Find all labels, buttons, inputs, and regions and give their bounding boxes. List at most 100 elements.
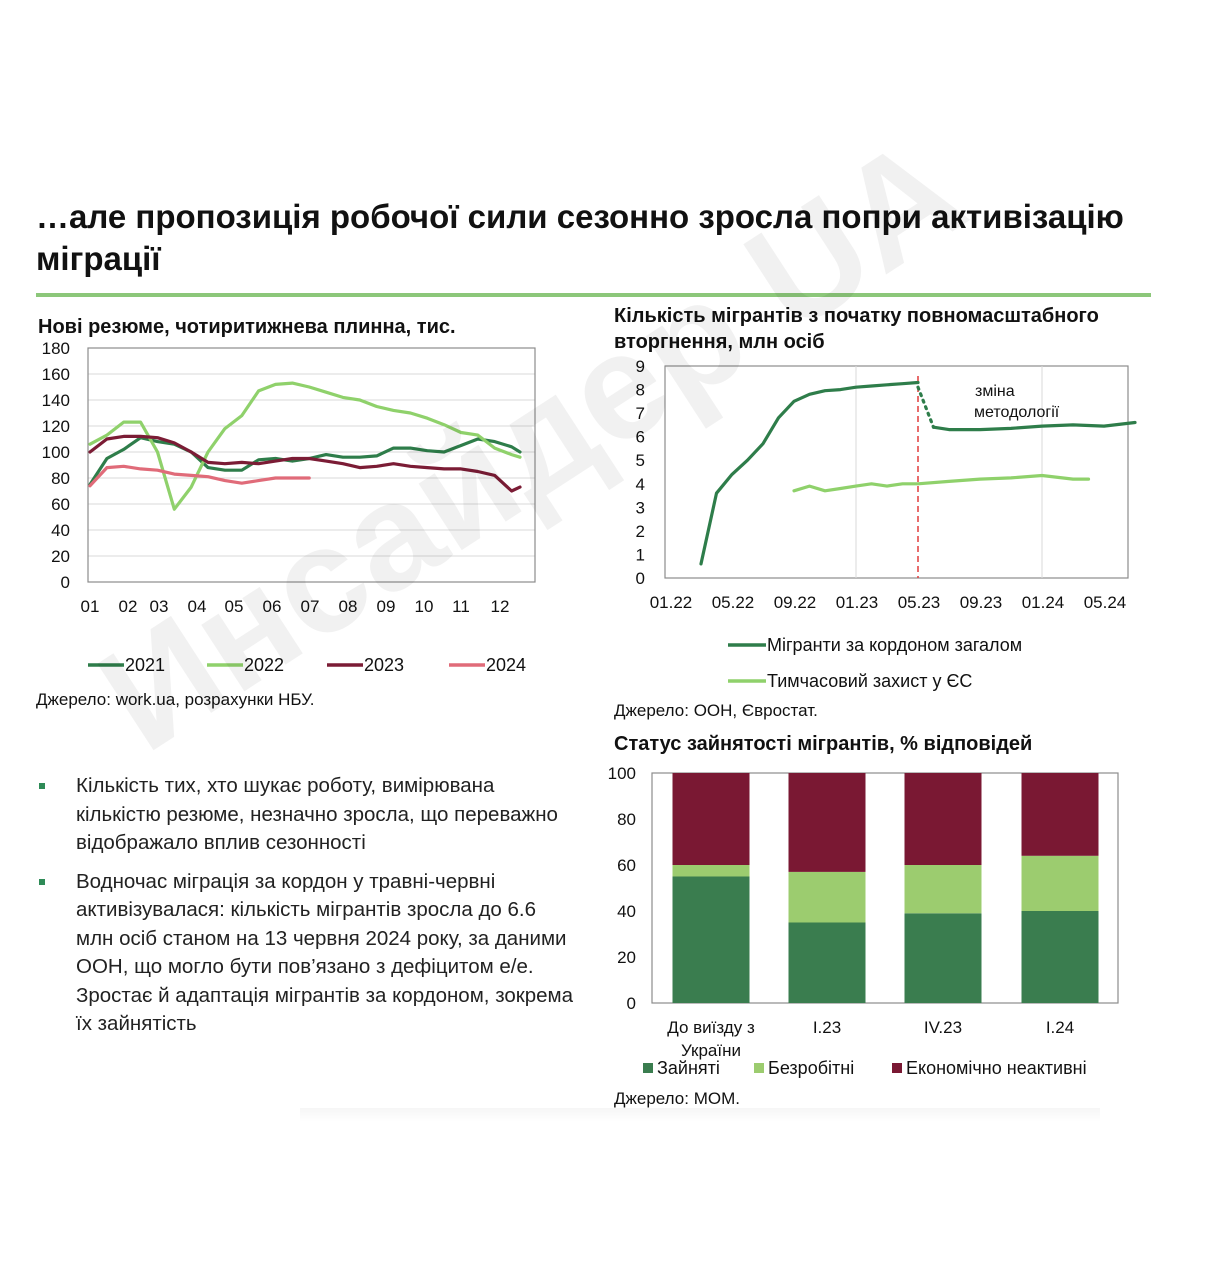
y-tick-label: 2 — [636, 522, 645, 541]
x-tick-label: I.24 — [1046, 1018, 1074, 1037]
legend-label-Безробітні: Безробітні — [768, 1058, 854, 1078]
y-tick-label: 100 — [42, 443, 70, 462]
y-tick-label: 60 — [51, 495, 70, 514]
bar-segment-Економічно неактивні — [1021, 773, 1099, 856]
x-tick-label: 07 — [301, 597, 320, 616]
resume-chart: 0 20 40 60 80 100 120 140 160 180 01 02 03 04 05 06 07 08… — [42, 339, 536, 675]
x-tick-label: IV.23 — [924, 1018, 962, 1037]
x-tick-label: I.23 — [813, 1018, 841, 1037]
y-tick-label: 9 — [636, 357, 645, 376]
x-tick-label: України — [681, 1041, 741, 1060]
bar-segment-Безробітні — [904, 865, 982, 914]
y-tick-label: 7 — [636, 404, 645, 423]
legend-swatch-Економічно неактивні — [892, 1063, 902, 1073]
y-tick-label: 40 — [617, 902, 636, 921]
x-tick-label: 05.24 — [1084, 593, 1127, 612]
legend-label-Зайняті: Зайняті — [657, 1058, 720, 1078]
legend-label-2021: 2021 — [125, 655, 165, 675]
employment-chart-title: Статус зайнятості мігрантів, % відповіде… — [614, 733, 1033, 755]
x-tick-label: 05 — [225, 597, 244, 616]
migrants-chart: 0 1 2 3 4 5 6 7 8 9 01.22 05.22 09.22 01.23 05.23 09.23… — [636, 357, 1137, 691]
x-tick-label: 05.22 — [712, 593, 755, 612]
bullet-list: Кількість тих, хто шукає роботу, вимірюв… — [38, 772, 578, 1049]
y-tick-label: 140 — [42, 391, 70, 410]
methodology-annotation: методології — [974, 404, 1060, 421]
bar-segment-Економічно неактивні — [904, 773, 982, 865]
series-line-total-migrants-new-method — [931, 420, 1137, 432]
bar-segment-Зайняті — [788, 922, 866, 1003]
legend-label-Економічно неактивні: Економічно неактивні — [906, 1058, 1087, 1078]
legend-swatch-Зайняті — [643, 1063, 653, 1073]
bar-segment-Безробітні — [672, 865, 750, 877]
x-tick-label: 09.23 — [960, 593, 1003, 612]
bar-segment-Зайняті — [904, 913, 982, 1003]
y-tick-label: 1 — [636, 545, 645, 564]
title-divider — [36, 293, 1151, 297]
y-tick-label: 8 — [636, 381, 645, 400]
bar-segment-Безробітні — [1021, 855, 1099, 911]
x-tick-label: 01.22 — [650, 593, 693, 612]
y-tick-label: 80 — [617, 810, 636, 829]
employment-chart-source: Джерело: МОМ. — [614, 1089, 740, 1108]
series-line-temporary-protection — [792, 473, 1091, 493]
x-tick-label: До виїзду з — [667, 1018, 755, 1037]
bullet-item: Кількість тих, хто шукає роботу, вимірюв… — [38, 772, 578, 858]
y-tick-label: 4 — [636, 475, 645, 494]
series-line-transition — [916, 385, 936, 429]
bar-segment-Безробітні — [788, 871, 866, 923]
bar-segment-Економічно неактивні — [672, 773, 750, 865]
migrants-chart-source: Джерело: ООН, Євростат. — [614, 701, 818, 720]
x-tick-label: 08 — [339, 597, 358, 616]
bar-segment-Економічно неактивні — [788, 773, 866, 872]
plot-frame — [664, 365, 1129, 579]
bar-segment-Зайняті — [1021, 911, 1099, 1003]
bullet-item: Водночас міграція за кордон у травні-чер… — [38, 868, 578, 1039]
x-tick-label: 10 — [415, 597, 434, 616]
y-tick-label: 20 — [51, 547, 70, 566]
y-tick-label: 60 — [617, 856, 636, 875]
bar-segment-Зайняті — [672, 876, 750, 1003]
x-tick-label: 05.23 — [898, 593, 941, 612]
y-tick-label: 40 — [51, 521, 70, 540]
y-tick-label: 20 — [617, 948, 636, 967]
x-tick-label: 09 — [377, 597, 396, 616]
plot-frame — [87, 347, 536, 583]
y-tick-label: 0 — [627, 994, 636, 1013]
series-line-2023 — [88, 434, 522, 493]
plot-frame — [651, 772, 1119, 1004]
x-tick-label: 09.22 — [774, 593, 817, 612]
series-line-2024 — [88, 464, 311, 488]
page-title: …але пропозиція робочої сили сезонно зро… — [36, 198, 1124, 277]
migrants-chart-title: Кількість мігрантів з початку повномасшт… — [614, 305, 1099, 353]
resume-chart-source: Джерело: work.ua, розрахунки НБУ. — [36, 690, 315, 709]
x-tick-label: 06 — [263, 597, 282, 616]
x-tick-label: 03 — [150, 597, 169, 616]
legend-label-2023: 2023 — [364, 655, 404, 675]
y-tick-label: 180 — [42, 339, 70, 358]
y-tick-label: 100 — [608, 764, 636, 783]
legend-label-2022: 2022 — [244, 655, 284, 675]
methodology-annotation: зміна — [975, 383, 1015, 400]
y-tick-label: 120 — [42, 417, 70, 436]
y-tick-label: 160 — [42, 365, 70, 384]
employment-chart: 0 20 40 60 80 100 До виїзду з України I.23 IV.23 I… — [608, 764, 1119, 1078]
legend-label-protection: Тимчасовий захист у ЄС — [767, 671, 972, 691]
bottom-shadow — [300, 1108, 1100, 1122]
y-tick-label: 0 — [636, 569, 645, 588]
y-tick-label: 0 — [61, 573, 70, 592]
x-tick-label: 01.24 — [1022, 593, 1065, 612]
x-tick-label: 04 — [188, 597, 207, 616]
y-tick-label: 5 — [636, 451, 645, 470]
y-tick-label: 3 — [636, 498, 645, 517]
legend-label-total: Мігранти за кордоном загалом — [767, 635, 1022, 655]
x-tick-label: 02 — [119, 597, 138, 616]
legend-swatch-Безробітні — [754, 1063, 764, 1073]
y-tick-label: 6 — [636, 428, 645, 447]
resume-chart-title: Нові резюме, чотиритижнева плинна, тис. — [38, 316, 456, 338]
x-tick-label: 01 — [81, 597, 100, 616]
x-tick-label: 12 — [491, 597, 510, 616]
series-line-total-migrants — [699, 380, 920, 566]
x-tick-label: 01.23 — [836, 593, 879, 612]
legend-label-2024: 2024 — [486, 655, 526, 675]
y-tick-label: 80 — [51, 469, 70, 488]
